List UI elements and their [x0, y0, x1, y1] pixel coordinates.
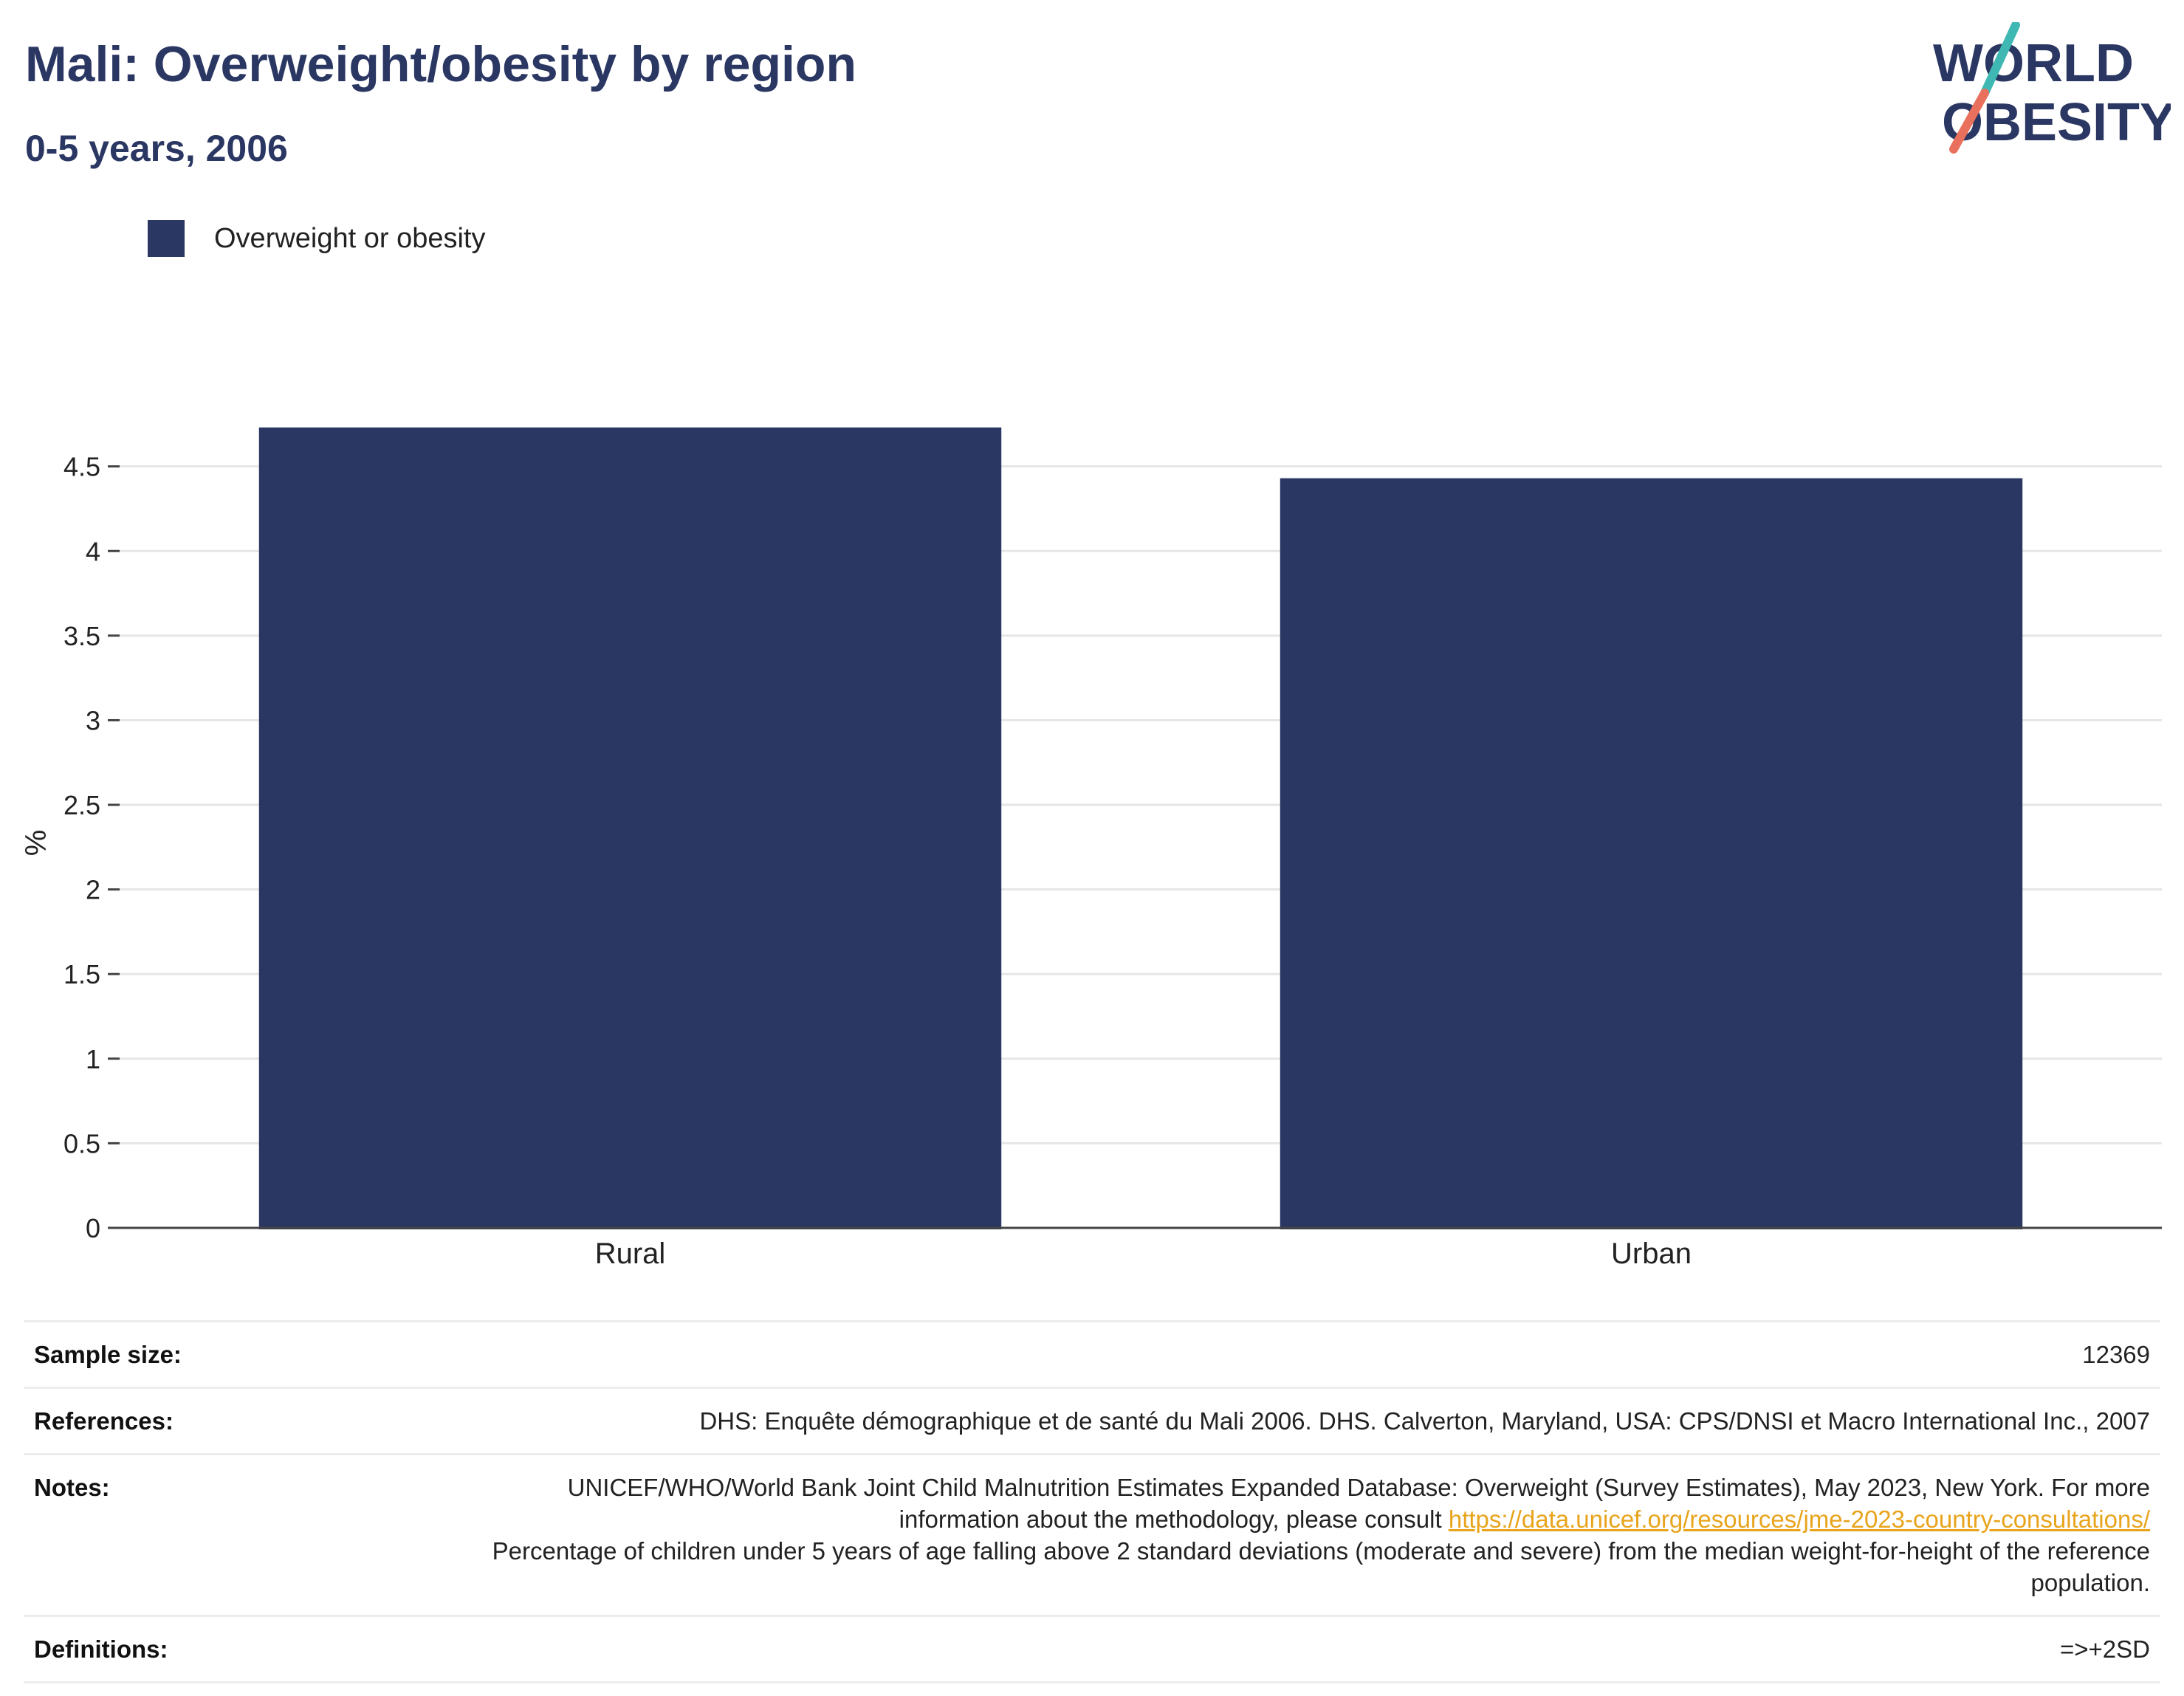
info-table: Sample size: 12369 References: DHS: Enqu…	[24, 1320, 2160, 1683]
y-tick-label: 2.5	[63, 790, 100, 820]
y-tick-label: 2	[86, 875, 100, 905]
sample-size-value: 12369	[2082, 1341, 2150, 1368]
legend-swatch	[148, 220, 185, 257]
references-row: References: DHS: Enquête démographique e…	[24, 1387, 2160, 1453]
logo-slash-teal	[1980, 22, 2020, 97]
y-tick-label: 1.5	[63, 959, 100, 989]
definitions-row: Definitions: =>+2SD	[24, 1615, 2160, 1683]
notes-row: Notes: UNICEF/WHO/World Bank Joint Child…	[24, 1453, 2160, 1615]
logo-slash-coral	[1949, 89, 1989, 154]
bars	[258, 427, 2023, 1230]
sample-size-row: Sample size: 12369	[24, 1320, 2160, 1387]
sample-size-label: Sample size:	[34, 1341, 182, 1368]
legend-label: Overweight or obesity	[214, 222, 486, 254]
x-tick-label: Rural	[595, 1237, 666, 1270]
references-value: DHS: Enquête démographique et de santé d…	[699, 1407, 2150, 1435]
world-obesity-logo: WORLD OBESITY	[1933, 22, 2171, 154]
y-tick-label: 3.5	[63, 621, 100, 651]
notes-label: Notes:	[34, 1474, 110, 1501]
y-tick-label: 3	[86, 705, 100, 735]
bar-urban	[1280, 478, 2023, 1229]
logo-line-1: WORLD	[1933, 34, 2134, 93]
y-tick-label: 4	[86, 536, 100, 566]
notes-link[interactable]: https://data.unicef.org/resources/jme-20…	[1448, 1506, 2150, 1533]
bar-chart: 0 0.5 1 1.5 2 2.5 3 3.5 4 4.5% Rural Urban	[20, 427, 2162, 1270]
definitions-label: Definitions:	[34, 1635, 168, 1663]
y-tick-label: 1	[86, 1044, 100, 1074]
notes-definition-text: Percentage of children under 5 years of …	[492, 1537, 2150, 1596]
y-tick-label: 0.5	[63, 1128, 100, 1158]
y-tick-label: 0	[86, 1213, 100, 1243]
y-axis-label: %	[20, 830, 52, 856]
references-label: References:	[34, 1407, 174, 1435]
axes: 0 0.5 1 1.5 2 2.5 3 3.5 4 4.5% Rural Urban	[20, 452, 2162, 1270]
chart-title: Mali: Overweight/obesity by region	[25, 36, 856, 92]
legend: Overweight or obesity	[148, 220, 486, 257]
definitions-value: =>+2SD	[2059, 1635, 2150, 1663]
x-tick-label: Urban	[1611, 1237, 1692, 1270]
y-tick-label: 4.5	[63, 452, 100, 482]
notes-value: UNICEF/WHO/World Bank Joint Child Malnut…	[452, 1472, 2150, 1599]
bar-rural	[258, 427, 1002, 1230]
notes-text: UNICEF/WHO/World Bank Joint Child Malnut…	[567, 1474, 2150, 1533]
chart-subtitle: 0-5 years, 2006	[25, 128, 288, 169]
